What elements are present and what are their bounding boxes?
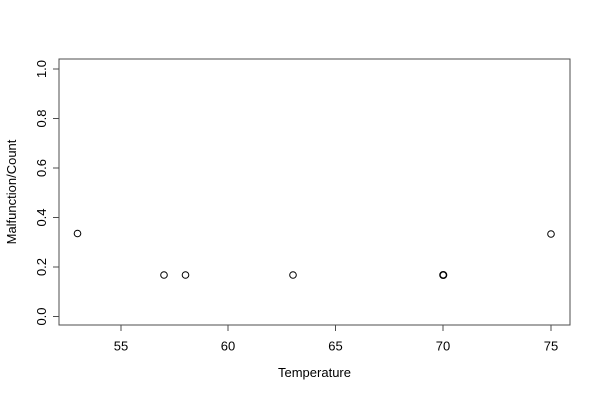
svg-text:0.0: 0.0 <box>34 307 49 325</box>
svg-text:0.4: 0.4 <box>34 208 49 226</box>
svg-text:Temperature: Temperature <box>278 365 351 380</box>
svg-text:55: 55 <box>114 339 128 354</box>
svg-text:75: 75 <box>544 339 558 354</box>
svg-text:0.2: 0.2 <box>34 258 49 276</box>
svg-text:60: 60 <box>221 339 235 354</box>
svg-text:0.8: 0.8 <box>34 109 49 127</box>
svg-text:1.0: 1.0 <box>34 60 49 78</box>
svg-text:0.6: 0.6 <box>34 159 49 177</box>
svg-text:Malfunction/Count: Malfunction/Count <box>4 139 19 244</box>
svg-text:65: 65 <box>328 339 342 354</box>
svg-text:70: 70 <box>436 339 450 354</box>
